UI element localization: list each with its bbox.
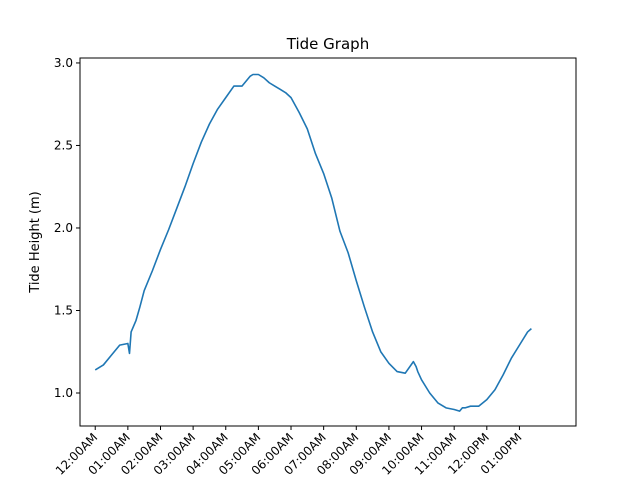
y-tick-label: 1.0	[54, 386, 73, 400]
y-tick-label: 2.5	[54, 138, 73, 152]
y-axis-ticks: 1.0 1.5 2.0 2.5 3.0	[54, 56, 80, 400]
tide-height-line	[94, 73, 532, 412]
axes-frame	[79, 57, 577, 427]
y-tick-label: 2.0	[54, 221, 73, 235]
y-axis-label: Tide Height (m)	[28, 191, 43, 293]
y-tick-label: 1.5	[54, 303, 73, 317]
y-tick-label: 3.0	[54, 56, 73, 70]
plot-area	[79, 57, 577, 427]
x-axis-ticks: 12:00AM01:00AM02:00AM03:00AM04:00AM05:00…	[53, 426, 525, 478]
chart-title: Tide Graph	[286, 35, 369, 53]
